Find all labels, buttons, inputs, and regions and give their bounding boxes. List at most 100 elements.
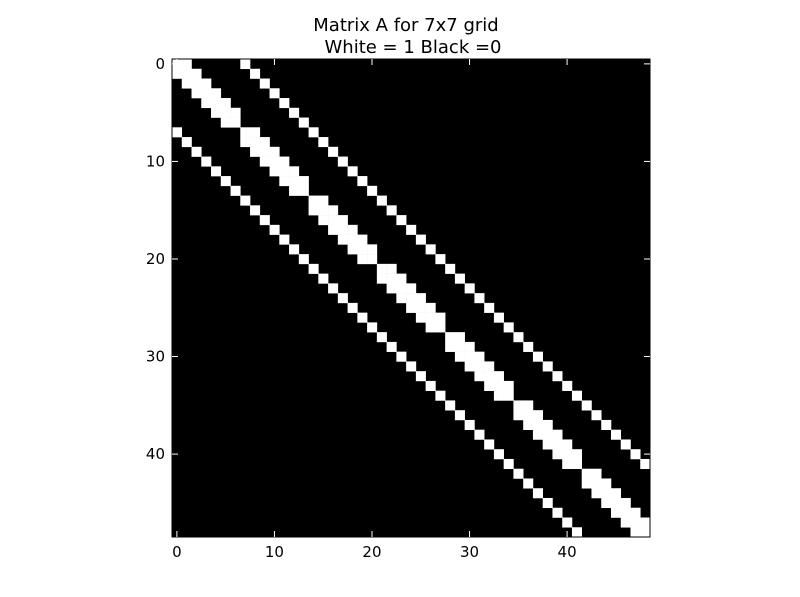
heatmap-cell bbox=[552, 449, 563, 460]
heatmap-cell bbox=[298, 254, 309, 265]
heatmap-cell bbox=[240, 127, 251, 138]
heatmap-cell bbox=[464, 419, 475, 430]
heatmap-cell bbox=[601, 497, 612, 509]
heatmap-cell bbox=[337, 224, 348, 235]
heatmap-cell bbox=[640, 527, 651, 538]
heatmap-cell bbox=[347, 166, 358, 177]
heatmap-cell bbox=[513, 332, 524, 343]
heatmap-cell bbox=[201, 98, 212, 109]
heatmap-cell bbox=[542, 361, 553, 372]
heatmap-cell bbox=[201, 78, 212, 89]
heatmap-cell bbox=[601, 488, 612, 499]
heatmap-cell bbox=[386, 283, 397, 294]
heatmap-cell bbox=[620, 439, 631, 450]
heatmap-cell bbox=[172, 68, 183, 79]
heatmap-cell bbox=[620, 497, 631, 509]
heatmap-cell bbox=[211, 166, 222, 177]
heatmap-cell bbox=[376, 332, 387, 343]
heatmap-cell bbox=[328, 215, 339, 226]
heatmap-cell bbox=[503, 458, 514, 470]
heatmap-cell bbox=[562, 517, 573, 528]
heatmap-plot-area bbox=[171, 58, 651, 538]
chart-subtitle: White = 1 Black =0 bbox=[325, 37, 502, 58]
heatmap-cell bbox=[357, 176, 368, 187]
heatmap-cell bbox=[484, 371, 495, 382]
heatmap-cell bbox=[250, 68, 261, 79]
heatmap-cell bbox=[406, 293, 417, 304]
heatmap-cell bbox=[279, 98, 290, 109]
heatmap-cell bbox=[484, 380, 495, 391]
heatmap-cell bbox=[445, 341, 456, 352]
heatmap-cell bbox=[289, 176, 300, 187]
heatmap-cell bbox=[308, 263, 319, 274]
heatmap-cell bbox=[367, 244, 378, 255]
heatmap-cell bbox=[581, 400, 592, 411]
heatmap-cell bbox=[552, 429, 563, 440]
heatmap-cell bbox=[415, 293, 426, 304]
heatmap-cell bbox=[211, 107, 222, 118]
heatmap-cell bbox=[230, 107, 241, 118]
heatmap-cell bbox=[425, 302, 436, 313]
heatmap-cell bbox=[523, 400, 534, 411]
heatmap-cell bbox=[328, 205, 339, 216]
heatmap-cell bbox=[640, 458, 651, 470]
heatmap-cell bbox=[289, 185, 300, 196]
heatmap-cell bbox=[640, 517, 651, 528]
heatmap-cell bbox=[610, 488, 622, 499]
heatmap-cell bbox=[493, 390, 504, 401]
y-tick-label: 40 bbox=[146, 445, 165, 463]
heatmap-cell bbox=[259, 137, 270, 148]
heatmap-cell bbox=[474, 351, 485, 362]
heatmap-cell bbox=[464, 341, 475, 352]
heatmap-cell bbox=[571, 527, 583, 538]
x-tick-label: 30 bbox=[460, 543, 479, 561]
heatmap-cell bbox=[318, 137, 329, 148]
heatmap-cell bbox=[493, 380, 504, 391]
heatmap-cell bbox=[250, 146, 261, 157]
heatmap-cell bbox=[240, 59, 251, 70]
heatmap-cell bbox=[591, 478, 602, 489]
heatmap-cell bbox=[318, 215, 329, 226]
heatmap-cell bbox=[532, 429, 543, 440]
heatmap-cell bbox=[562, 380, 573, 391]
heatmap-cell bbox=[386, 205, 397, 216]
heatmap-cell bbox=[220, 107, 231, 118]
heatmap-cell bbox=[337, 293, 348, 304]
heatmap-cell bbox=[357, 254, 368, 265]
heatmap-cell bbox=[259, 146, 270, 157]
heatmap-cell bbox=[376, 273, 387, 284]
heatmap-cell bbox=[552, 507, 563, 518]
x-tick-label: 10 bbox=[265, 543, 284, 561]
heatmap-cell bbox=[347, 302, 358, 313]
heatmap-cell bbox=[201, 156, 212, 167]
heatmap-cell bbox=[445, 332, 456, 343]
heatmap-cell bbox=[337, 156, 348, 167]
heatmap-cell bbox=[269, 166, 280, 177]
heatmap-cell bbox=[435, 322, 446, 333]
heatmap-cell bbox=[220, 98, 231, 109]
heatmap-cell bbox=[211, 98, 222, 109]
heatmap-cell bbox=[562, 439, 573, 450]
heatmap-cell bbox=[513, 400, 524, 411]
heatmap-cell bbox=[523, 478, 534, 489]
heatmap-cell bbox=[542, 439, 553, 450]
heatmap-cell bbox=[425, 312, 436, 323]
plot-frame bbox=[171, 58, 651, 538]
heatmap-cell bbox=[601, 419, 612, 430]
heatmap-cell bbox=[406, 224, 417, 235]
heatmap-cell bbox=[357, 244, 368, 255]
heatmap-cell bbox=[610, 497, 622, 509]
heatmap-cell bbox=[376, 263, 387, 274]
heatmap-cell bbox=[513, 468, 524, 479]
heatmap-cell bbox=[571, 390, 583, 401]
heatmap-cell bbox=[289, 244, 300, 255]
heatmap-cell bbox=[367, 254, 378, 265]
heatmap-cell bbox=[464, 351, 475, 362]
heatmap-cell bbox=[279, 156, 290, 167]
heatmap-cell bbox=[610, 429, 622, 440]
heatmap-cell bbox=[191, 68, 202, 79]
heatmap-cell bbox=[396, 283, 407, 294]
heatmap-cell bbox=[318, 195, 329, 206]
heatmap-cell bbox=[493, 312, 504, 323]
